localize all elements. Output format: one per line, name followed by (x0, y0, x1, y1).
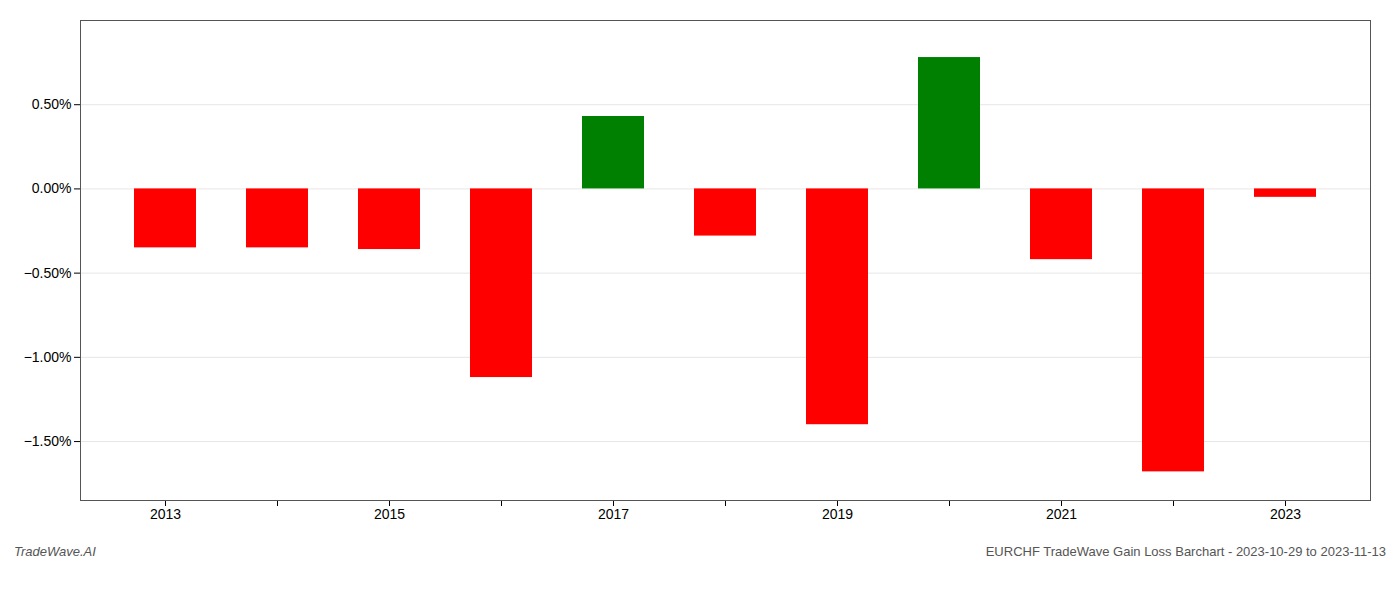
svg-text:2023: 2023 (1270, 506, 1301, 522)
svg-text:2013: 2013 (150, 506, 181, 522)
svg-text:0.00%: 0.00% (32, 180, 72, 196)
svg-text:2017: 2017 (598, 506, 629, 522)
svg-text:0.50%: 0.50% (32, 96, 72, 112)
svg-text:2019: 2019 (822, 506, 853, 522)
svg-text:−1.00%: −1.00% (24, 349, 72, 365)
html-text:EURCHF TradeWave Gain Loss Bar: EURCHF TradeWave Gain Loss Barchart - 20… (985, 544, 1386, 559)
svg-text:−1.50%: −1.50% (24, 433, 72, 449)
svg-text:2021: 2021 (1046, 506, 1077, 522)
svg-text:2015: 2015 (374, 506, 405, 522)
html-text:TradeWave.AI: TradeWave.AI (14, 544, 96, 559)
svg-text:−0.50%: −0.50% (24, 265, 72, 281)
